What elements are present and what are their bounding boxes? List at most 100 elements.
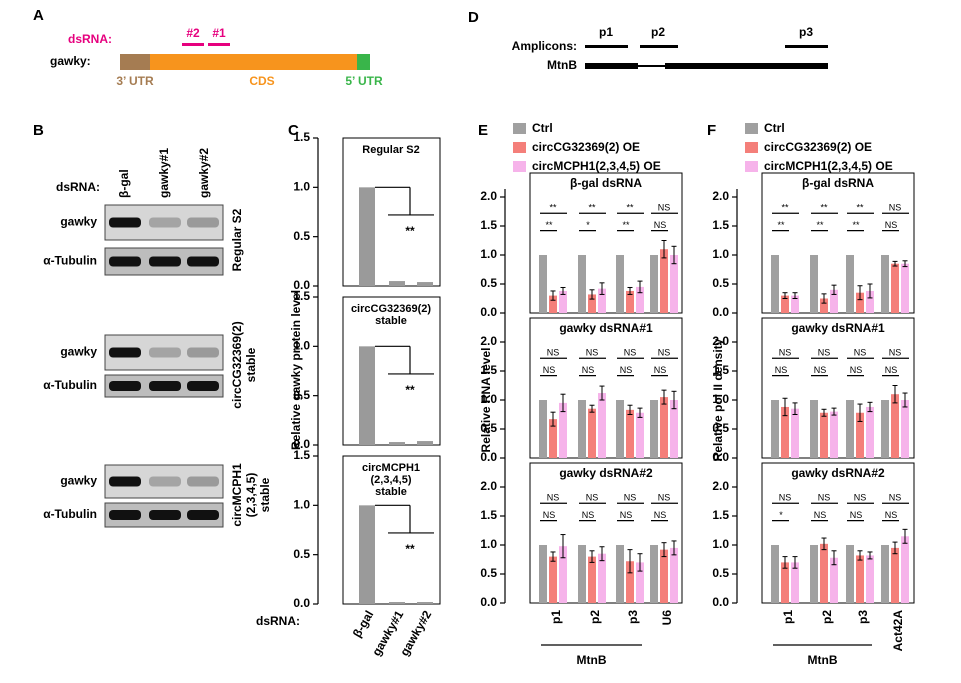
x-tick-label: U6 <box>660 610 674 626</box>
significance: NS <box>547 493 560 503</box>
y-tick-label: 1.5 <box>712 218 729 232</box>
subplot-frame <box>342 137 441 287</box>
significance: NS <box>854 493 867 503</box>
subplot-title: Regular S2 <box>362 144 419 156</box>
significance: NS <box>779 348 792 358</box>
cell-line-label: circMCPH1 <box>230 463 244 527</box>
bar <box>670 547 678 603</box>
significance: NS <box>885 510 898 520</box>
bar <box>660 397 668 458</box>
bar <box>830 289 838 313</box>
panel-label: C <box>288 122 299 139</box>
amplicon <box>585 45 628 48</box>
region-label: CDS <box>249 74 274 88</box>
subplot-title: circCG32369(2) <box>351 303 431 315</box>
lane-label: gawky#2 <box>197 148 211 198</box>
panel-label: D <box>468 9 479 26</box>
bar <box>549 295 557 313</box>
error-bar <box>637 280 643 294</box>
subplot-title: β-gal dsRNA <box>802 176 874 190</box>
dsrna-name: #2 <box>186 26 200 40</box>
gene-label: gawky: <box>50 54 91 68</box>
y-tick-label: 1.0 <box>480 537 497 551</box>
row-label: α-Tubulin <box>43 254 97 268</box>
y-tick-label: 1.5 <box>480 508 497 522</box>
band <box>149 510 181 520</box>
band <box>109 347 141 358</box>
bar <box>417 441 433 445</box>
bar <box>539 400 547 458</box>
y-tick-label: 0.0 <box>293 278 310 292</box>
significance: ** <box>820 203 828 213</box>
error-bar <box>671 390 677 410</box>
y-tick-label: 0.5 <box>712 566 729 580</box>
x-axis-label: dsRNA: <box>256 614 300 628</box>
y-tick-label: 2.0 <box>480 189 497 203</box>
bar <box>846 400 854 458</box>
group-label: MtnB <box>577 653 607 667</box>
error-bar <box>782 292 788 299</box>
band <box>109 256 141 267</box>
y-tick-label: 1.0 <box>293 339 310 353</box>
bar <box>559 402 567 458</box>
amplicon <box>640 45 678 48</box>
group-label: MtnB <box>808 653 838 667</box>
x-tick-label: p2 <box>588 610 602 624</box>
significance: * <box>586 220 590 230</box>
bar <box>539 255 547 313</box>
significance: ** <box>549 203 557 213</box>
lane-label: gawky#1 <box>157 148 171 198</box>
error-bar <box>857 403 863 422</box>
amplicons-label: Amplicons: <box>512 39 577 53</box>
significance: NS <box>582 365 595 375</box>
significance: NS <box>654 510 667 520</box>
significance: NS <box>586 348 599 358</box>
legend-label: circMCPH1(2,3,4,5) OE <box>764 159 893 173</box>
bar <box>359 187 375 286</box>
error-bar <box>831 407 837 416</box>
band <box>109 510 141 520</box>
bar <box>578 400 586 458</box>
y-tick-label: 1.0 <box>712 247 729 261</box>
significance: ** <box>405 224 415 238</box>
significance: * <box>779 510 783 520</box>
y-tick-label: 0.5 <box>480 276 497 290</box>
significance: NS <box>658 493 671 503</box>
bar <box>881 255 889 313</box>
legend-label: circCG32369(2) OE <box>532 140 640 154</box>
significance: NS <box>620 510 633 520</box>
bar <box>636 412 644 458</box>
y-axis-label: Relative gawky protein level <box>289 290 303 450</box>
y-axis-label: Relative pol II density <box>711 338 725 461</box>
significance: ** <box>777 220 785 230</box>
significance: NS <box>543 510 556 520</box>
subplot-title: gawky dsRNA#2 <box>559 466 653 480</box>
significance: NS <box>654 365 667 375</box>
significance: ** <box>816 220 824 230</box>
amplicon-label: p3 <box>799 25 813 39</box>
dsrna-name: #1 <box>212 26 226 40</box>
exon <box>585 63 638 69</box>
significance: NS <box>850 510 863 520</box>
bar <box>588 556 596 603</box>
subplot-title: gawky dsRNA#2 <box>791 466 885 480</box>
subplot-title: β-gal dsRNA <box>570 176 642 190</box>
error-bar <box>867 401 873 413</box>
bar <box>820 543 828 603</box>
bar <box>549 556 557 603</box>
y-tick-label: 1.5 <box>712 363 729 377</box>
y-axis-label: Relative RNA level <box>479 348 493 453</box>
subplot-title: gawky dsRNA#1 <box>559 321 653 335</box>
significance: NS <box>889 493 902 503</box>
lane-label: β-gal <box>117 169 131 198</box>
amplicon <box>785 45 828 48</box>
bar <box>791 408 799 458</box>
error-bar <box>550 290 556 301</box>
y-tick-label: 2.0 <box>712 189 729 203</box>
error-bar <box>821 293 827 304</box>
error-bar <box>902 260 908 268</box>
bar <box>830 411 838 458</box>
bar <box>810 545 818 603</box>
error-bar <box>589 550 595 563</box>
